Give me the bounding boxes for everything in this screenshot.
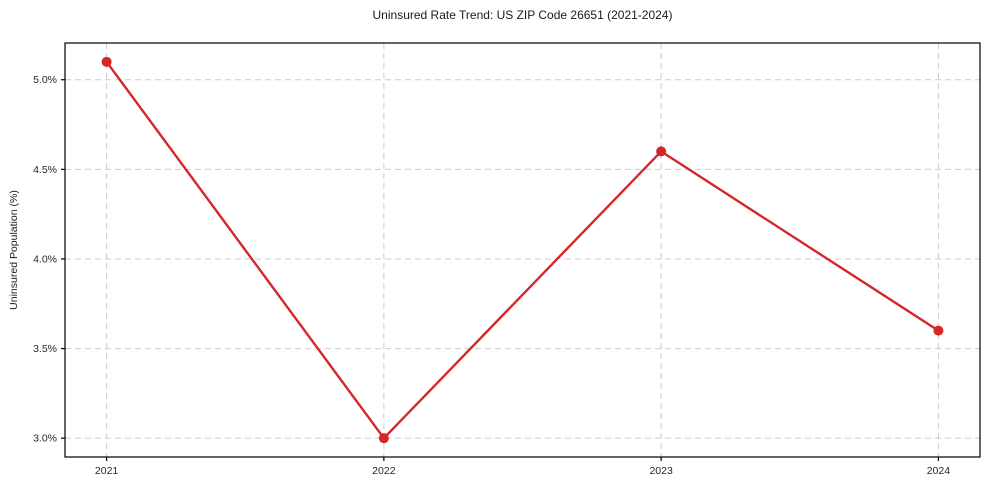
x-tick-label: 2023 [649,465,673,477]
y-tick-label: 3.5% [33,343,57,355]
y-tick-label: 5.0% [33,74,57,86]
data-point-marker [656,146,667,157]
y-tick-label: 3.0% [33,433,57,445]
data-point-marker [101,56,112,67]
plot-border [64,42,981,458]
x-tick-label: 2021 [95,465,119,477]
trend-line [105,60,940,440]
data-point-marker [933,325,944,336]
y-tick-label: 4.5% [33,164,57,176]
y-tick-label: 4.0% [33,253,57,265]
x-tick-label: 2022 [372,465,396,477]
data-point-marker [378,433,389,444]
x-tick-label: 2024 [927,465,951,477]
chart-title: Uninsured Rate Trend: US ZIP Code 26651 … [372,8,673,22]
